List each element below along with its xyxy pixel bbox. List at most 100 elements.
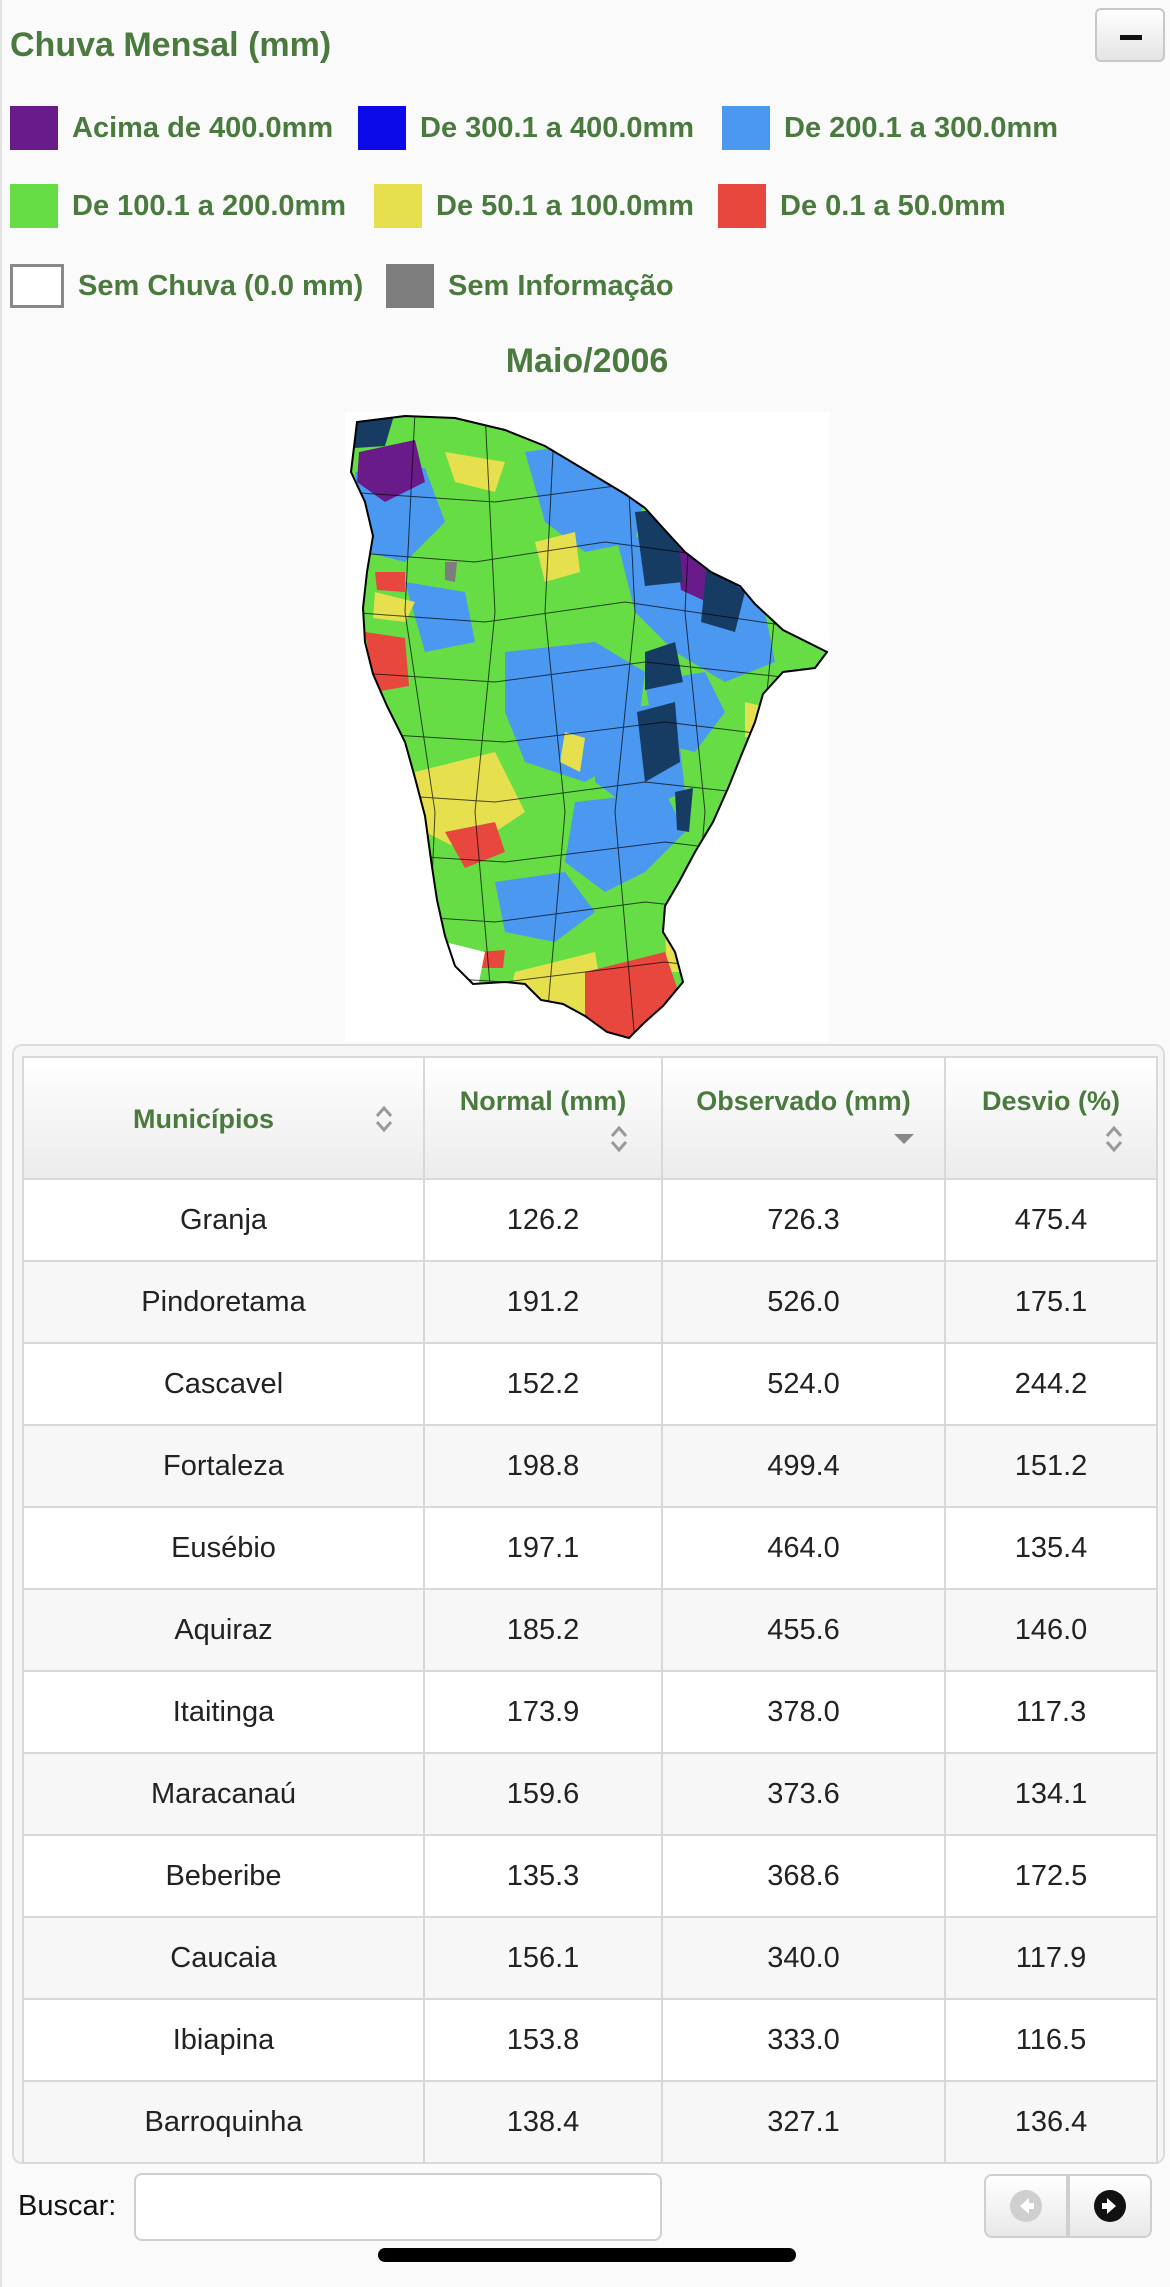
arrow-left-circle-icon	[1010, 2190, 1042, 2222]
cell-desvio: 136.4	[944, 2080, 1158, 2164]
cell-normal: 198.8	[423, 1424, 663, 1508]
cell-desvio: 244.2	[944, 1342, 1158, 1426]
legend-item-above-400: Acima de 400.0mm	[10, 104, 333, 152]
cell-normal: 135.3	[423, 1834, 663, 1918]
sort-icon	[610, 1125, 628, 1153]
legend-item-200-300: De 200.1 a 300.0mm	[722, 104, 1058, 152]
legend-label: De 100.1 a 200.0mm	[72, 189, 347, 222]
cell-municipio: Granja	[22, 1178, 425, 1262]
cell-municipio: Aquiraz	[22, 1588, 425, 1672]
home-indicator	[378, 2248, 796, 2262]
column-header-desvio[interactable]: Desvio (%)	[944, 1056, 1158, 1180]
cell-desvio: 134.1	[944, 1752, 1158, 1836]
column-header-municipios[interactable]: Municípios	[22, 1056, 425, 1180]
cell-normal: 191.2	[423, 1260, 663, 1344]
sort-desc-icon	[894, 1134, 914, 1144]
cell-normal: 138.4	[423, 2080, 663, 2164]
table-row: Pindoretama 191.2 526.0 175.1	[22, 1260, 1158, 1344]
cell-normal: 173.9	[423, 1670, 663, 1754]
table-row: Caucaia 156.1 340.0 117.9	[22, 1916, 1158, 2000]
legend-label: De 300.1 a 400.0mm	[420, 111, 695, 144]
column-header-label: Observado (mm)	[696, 1086, 911, 1116]
cell-observado: 464.0	[661, 1506, 946, 1590]
legend-label: Sem Chuva (0.0 mm)	[78, 269, 364, 302]
table-row: Maracanaú 159.6 373.6 134.1	[22, 1752, 1158, 1836]
column-header-label: Municípios	[133, 1104, 274, 1134]
sort-icon	[375, 1105, 393, 1133]
legend-swatch	[722, 106, 770, 150]
legend-swatch	[358, 106, 406, 150]
cell-municipio: Ibiapina	[22, 1998, 425, 2082]
table-row: Fortaleza 198.8 499.4 151.2	[22, 1424, 1158, 1508]
table-row: Itaitinga 173.9 378.0 117.3	[22, 1670, 1158, 1754]
cell-normal: 159.6	[423, 1752, 663, 1836]
cell-desvio: 151.2	[944, 1424, 1158, 1508]
cell-desvio: 117.9	[944, 1916, 1158, 2000]
cell-observado: 378.0	[661, 1670, 946, 1754]
cell-normal: 185.2	[423, 1588, 663, 1672]
table-row: Ibiapina 153.8 333.0 116.5	[22, 1998, 1158, 2082]
cell-municipio: Maracanaú	[22, 1752, 425, 1836]
legend-label: De 200.1 a 300.0mm	[784, 111, 1059, 144]
table-row: Cascavel 152.2 524.0 244.2	[22, 1342, 1158, 1426]
cell-normal: 197.1	[423, 1506, 663, 1590]
cell-desvio: 475.4	[944, 1178, 1158, 1262]
legend-swatch	[374, 184, 422, 228]
column-header-label: Normal (mm)	[459, 1086, 627, 1116]
arrow-right-circle-icon	[1094, 2190, 1126, 2222]
legend-label: De 50.1 a 100.0mm	[436, 189, 694, 222]
municipios-table: Municípios Normal (mm)	[22, 1056, 1158, 2164]
cell-normal: 152.2	[423, 1342, 663, 1426]
cell-desvio: 175.1	[944, 1260, 1158, 1344]
collapse-button[interactable]	[1095, 8, 1165, 62]
cell-municipio: Pindoretama	[22, 1260, 425, 1344]
legend-item-0-50: De 0.1 a 50.0mm	[718, 182, 1006, 230]
next-page-button[interactable]	[1068, 2174, 1152, 2238]
cell-desvio: 117.3	[944, 1670, 1158, 1754]
cell-desvio: 116.5	[944, 1998, 1158, 2082]
cell-observado: 333.0	[661, 1998, 946, 2082]
ceara-map-image	[349, 414, 829, 1040]
sort-icon	[1105, 1125, 1123, 1153]
cell-observado: 524.0	[661, 1342, 946, 1426]
minus-icon	[1120, 35, 1142, 40]
cell-municipio: Beberibe	[22, 1834, 425, 1918]
legend-swatch	[10, 184, 58, 228]
cell-observado: 340.0	[661, 1916, 946, 2000]
cell-observado: 368.6	[661, 1834, 946, 1918]
legend-swatch	[10, 106, 58, 150]
cell-desvio: 146.0	[944, 1588, 1158, 1672]
column-header-normal[interactable]: Normal (mm)	[423, 1056, 663, 1180]
cell-observado: 455.6	[661, 1588, 946, 1672]
legend-swatch	[386, 264, 434, 308]
table-row: Granja 126.2 726.3 475.4	[22, 1178, 1158, 1262]
table-row: Barroquinha 138.4 327.1 136.4	[22, 2080, 1158, 2164]
legend-item-no-info: Sem Informação	[386, 262, 674, 310]
legend-label: De 0.1 a 50.0mm	[780, 189, 1006, 222]
municipios-table-container: Municípios Normal (mm)	[12, 1044, 1165, 2164]
cell-observado: 499.4	[661, 1424, 946, 1508]
cell-desvio: 172.5	[944, 1834, 1158, 1918]
cell-observado: 526.0	[661, 1260, 946, 1344]
legend-swatch	[718, 184, 766, 228]
table-header-row: Municípios Normal (mm)	[22, 1056, 1158, 1180]
cell-municipio: Barroquinha	[22, 2080, 425, 2164]
search-input[interactable]	[134, 2173, 662, 2241]
table-row: Beberibe 135.3 368.6 172.5	[22, 1834, 1158, 1918]
table-row: Eusébio 197.1 464.0 135.4	[22, 1506, 1158, 1590]
page-title: Chuva Mensal (mm)	[10, 26, 332, 64]
cell-municipio: Fortaleza	[22, 1424, 425, 1508]
legend-label: Acima de 400.0mm	[72, 111, 334, 144]
cell-observado: 327.1	[661, 2080, 946, 2164]
map-title: Maio/2006	[505, 342, 669, 380]
cell-municipio: Itaitinga	[22, 1670, 425, 1754]
legend-label: Sem Informação	[448, 269, 674, 302]
cell-municipio: Cascavel	[22, 1342, 425, 1426]
cell-municipio: Eusébio	[22, 1506, 425, 1590]
cell-normal: 126.2	[423, 1178, 663, 1262]
column-header-label: Desvio (%)	[981, 1086, 1121, 1116]
previous-page-button[interactable]	[984, 2174, 1068, 2238]
column-header-observado[interactable]: Observado (mm)	[661, 1056, 946, 1180]
rainfall-map	[345, 412, 829, 1042]
